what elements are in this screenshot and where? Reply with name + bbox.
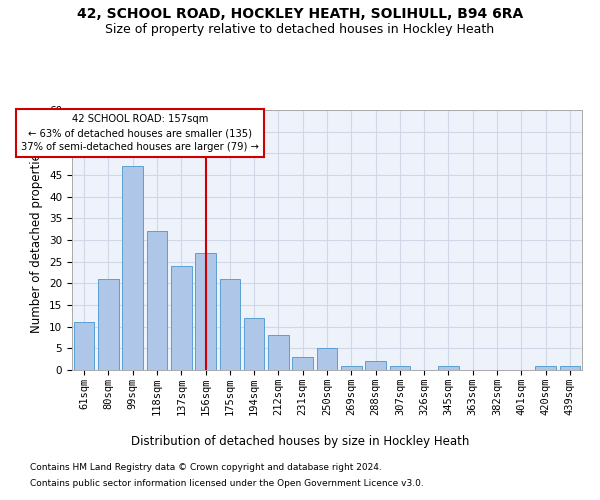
Bar bbox=[122, 166, 143, 370]
Bar bbox=[98, 279, 119, 370]
Bar bbox=[292, 357, 313, 370]
Text: Contains public sector information licensed under the Open Government Licence v3: Contains public sector information licen… bbox=[30, 479, 424, 488]
Bar bbox=[220, 279, 240, 370]
Bar bbox=[268, 336, 289, 370]
Bar bbox=[195, 253, 216, 370]
Bar bbox=[146, 232, 167, 370]
Bar bbox=[317, 348, 337, 370]
Bar bbox=[560, 366, 580, 370]
Text: Size of property relative to detached houses in Hockley Heath: Size of property relative to detached ho… bbox=[106, 22, 494, 36]
Bar bbox=[171, 266, 191, 370]
Bar bbox=[535, 366, 556, 370]
Bar bbox=[438, 366, 459, 370]
Text: Distribution of detached houses by size in Hockley Heath: Distribution of detached houses by size … bbox=[131, 435, 469, 448]
Text: Contains HM Land Registry data © Crown copyright and database right 2024.: Contains HM Land Registry data © Crown c… bbox=[30, 462, 382, 471]
Text: 42 SCHOOL ROAD: 157sqm
← 63% of detached houses are smaller (135)
37% of semi-de: 42 SCHOOL ROAD: 157sqm ← 63% of detached… bbox=[21, 114, 259, 152]
Bar bbox=[244, 318, 265, 370]
Bar bbox=[389, 366, 410, 370]
Bar bbox=[341, 366, 362, 370]
Text: 42, SCHOOL ROAD, HOCKLEY HEATH, SOLIHULL, B94 6RA: 42, SCHOOL ROAD, HOCKLEY HEATH, SOLIHULL… bbox=[77, 8, 523, 22]
Y-axis label: Number of detached properties: Number of detached properties bbox=[31, 147, 43, 333]
Bar bbox=[74, 322, 94, 370]
Bar bbox=[365, 362, 386, 370]
